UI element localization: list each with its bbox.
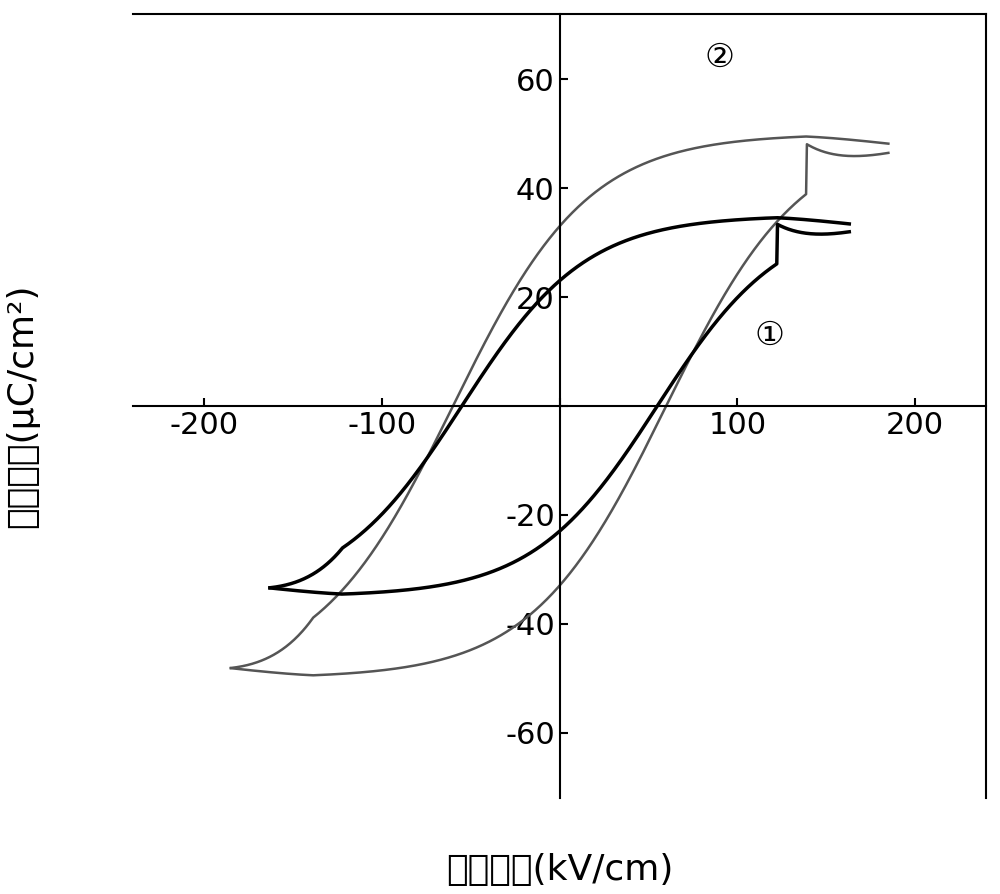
Text: ①: ① [754, 318, 784, 351]
Text: ②: ② [705, 41, 734, 74]
Y-axis label: 极化强度(μC/cm²): 极化强度(μC/cm²) [5, 283, 39, 528]
X-axis label: 外加电场(kV/cm): 外加电场(kV/cm) [446, 853, 673, 887]
